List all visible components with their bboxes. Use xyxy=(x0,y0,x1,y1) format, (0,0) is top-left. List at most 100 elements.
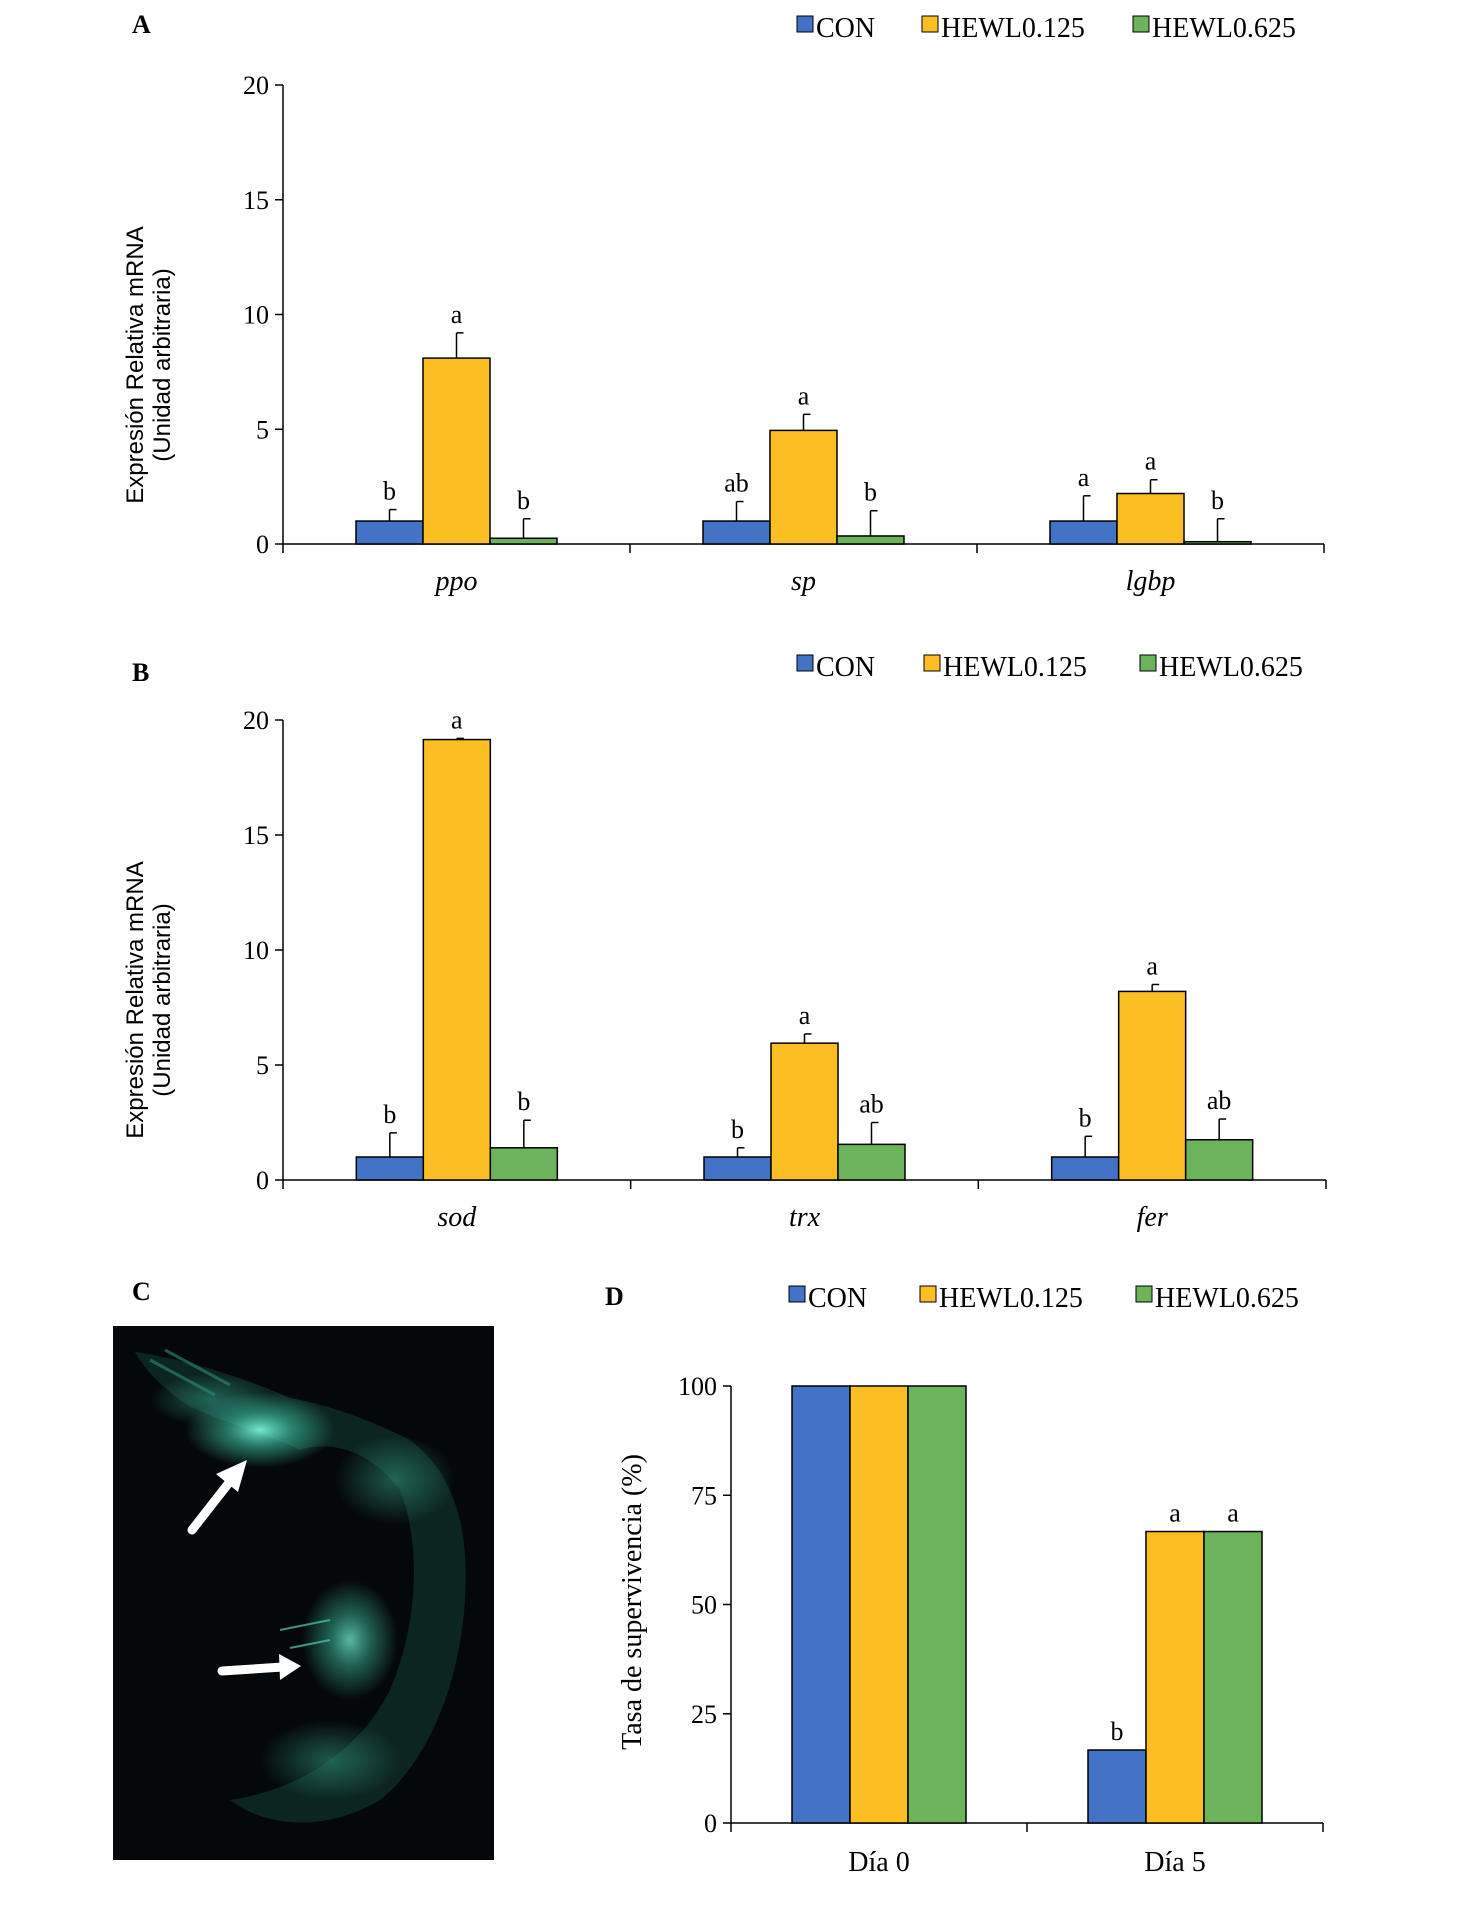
panel-letter-b: B xyxy=(132,658,149,687)
significance-letter: a xyxy=(1227,1499,1239,1528)
panel-d-ylabel: Tasa de supervivencia (%) xyxy=(617,1454,648,1750)
category-label-da5: Día 5 xyxy=(1144,1847,1205,1878)
bar-hewl0625-da5 xyxy=(1203,1530,1263,1824)
bar-hewl0125-fer xyxy=(1117,990,1187,1181)
panel-d-legend: CON HEWL0.125 HEWL0.625 xyxy=(788,1283,1299,1314)
significance-letter: a xyxy=(1169,1499,1181,1528)
category-label-fer: fer xyxy=(1137,1202,1168,1233)
bar-hewl0125-trx xyxy=(770,1042,839,1181)
legend-label-hewl0125: HEWL0.125 xyxy=(941,13,1085,44)
category-label-lgbp: lgbp xyxy=(1126,566,1176,597)
bar-hewl0625-da0 xyxy=(907,1385,967,1824)
significance-letter: b xyxy=(517,486,530,515)
y-tick-label: 0 xyxy=(256,1166,269,1195)
significance-letter: ab xyxy=(724,469,749,498)
panel-letter-a: A xyxy=(132,10,151,39)
bar-con-da5 xyxy=(1087,1749,1147,1824)
category-label-sp: sp xyxy=(791,566,816,597)
significance-letter: a xyxy=(798,381,810,410)
panel-b-legend: CON HEWL0.125 HEWL0.625 xyxy=(796,652,1303,683)
panel-a-ylabel-line2: (Unidad arbitraria) xyxy=(149,268,176,461)
significance-letter: b xyxy=(731,1115,744,1144)
bar-hewl0125-sod xyxy=(422,738,492,1181)
significance-letter: b xyxy=(864,478,877,507)
significance-letter: a xyxy=(451,705,463,734)
y-tick-label: 50 xyxy=(691,1591,717,1620)
panel-a-ylabel-line1: Expresión Relativa mRNA xyxy=(122,226,149,503)
panel-b-ylabel-line2: (Unidad arbitraria) xyxy=(149,903,176,1096)
category-label-ppo: ppo xyxy=(434,566,478,597)
panel-letter-d: D xyxy=(605,1282,624,1311)
arrow-icon xyxy=(187,1460,247,1535)
legend-label-con: CON xyxy=(808,1283,867,1314)
significance-letter: b xyxy=(1111,1717,1124,1746)
bar-hewl0125-da5 xyxy=(1145,1530,1205,1824)
legend-swatch-hewl0125 xyxy=(921,15,939,33)
y-tick-label: 20 xyxy=(243,71,269,100)
legend-swatch-hewl0625 xyxy=(1132,15,1150,33)
bar-con-ppo xyxy=(355,520,424,545)
legend-label-hewl0625: HEWL0.625 xyxy=(1155,1283,1299,1314)
legend-swatch-hewl0625 xyxy=(1139,654,1157,672)
arrow-icon xyxy=(217,1654,301,1680)
bar-con-sod xyxy=(355,1156,425,1181)
legend-label-hewl0625: HEWL0.625 xyxy=(1159,652,1303,683)
significance-letter: a xyxy=(799,1001,811,1030)
legend-swatch-con xyxy=(796,654,814,672)
legend-label-hewl0125: HEWL0.125 xyxy=(943,652,1087,683)
significance-letter: b xyxy=(1079,1103,1092,1132)
legend-label-hewl0125: HEWL0.125 xyxy=(939,1283,1083,1314)
significance-letter: ab xyxy=(859,1090,884,1119)
y-tick-label: 15 xyxy=(243,821,269,850)
bar-hewl0625-lgbp xyxy=(1183,540,1252,545)
panel-d: D CON HEWL0.125 HEWL0.625 Tasa de superv… xyxy=(605,1282,1324,1878)
y-tick-label: 25 xyxy=(691,1700,717,1729)
category-label-da0: Día 0 xyxy=(848,1847,909,1878)
panel-b-ylabel-line1: Expresión Relativa mRNA xyxy=(122,861,149,1138)
category-label-sod: sod xyxy=(437,1202,477,1233)
bar-hewl0625-sod xyxy=(489,1147,559,1181)
significance-letter: b xyxy=(1211,486,1224,515)
panel-letter-c: C xyxy=(132,1277,151,1306)
y-tick-label: 75 xyxy=(691,1481,717,1510)
y-tick-label: 5 xyxy=(256,1051,269,1080)
shrimp-fluorescence-photo xyxy=(113,1326,494,1860)
bar-hewl0125-da0 xyxy=(849,1385,909,1824)
panel-b: B CON HEWL0.125 HEWL0.625 Expresión Rela… xyxy=(122,652,1327,1233)
bar-hewl0125-sp xyxy=(769,429,838,545)
legend-label-hewl0625: HEWL0.625 xyxy=(1152,13,1296,44)
significance-letter: ab xyxy=(1207,1086,1232,1115)
bar-hewl0625-trx xyxy=(837,1143,906,1181)
significance-letter: a xyxy=(1078,463,1090,492)
bar-hewl0625-ppo xyxy=(489,537,558,545)
bar-hewl0625-sp xyxy=(836,535,905,545)
bar-hewl0125-lgbp xyxy=(1116,492,1185,545)
legend-swatch-con xyxy=(796,15,814,33)
bar-con-da0 xyxy=(791,1385,851,1824)
y-tick-label: 10 xyxy=(243,301,269,330)
bar-con-fer xyxy=(1050,1156,1120,1181)
legend-swatch-hewl0625 xyxy=(1135,1285,1153,1303)
significance-letter: b xyxy=(517,1087,530,1116)
y-tick-label: 100 xyxy=(678,1372,717,1401)
y-tick-label: 20 xyxy=(243,706,269,735)
y-tick-label: 15 xyxy=(243,186,269,215)
significance-letter: a xyxy=(451,300,463,329)
legend-label-con: CON xyxy=(816,13,875,44)
bar-con-sp xyxy=(702,520,771,545)
bar-hewl0625-fer xyxy=(1184,1139,1254,1181)
legend-swatch-hewl0125 xyxy=(919,1285,937,1303)
y-tick-label: 0 xyxy=(256,530,269,559)
legend-label-con: CON xyxy=(816,652,875,683)
significance-letter: b xyxy=(383,1100,396,1129)
panel-d-plot: 0 25 50 75 100 Día 0 Día 5 b a a xyxy=(678,1372,1324,1878)
significance-letter: a xyxy=(1145,447,1157,476)
panel-a-legend: CON HEWL0.125 HEWL0.625 xyxy=(796,13,1296,44)
significance-letter: b xyxy=(383,477,396,506)
panel-a: A CON HEWL0.125 HEWL0.625 Expresión Rela… xyxy=(122,10,1325,597)
panel-c: C xyxy=(113,1277,494,1860)
legend-swatch-con xyxy=(788,1285,806,1303)
